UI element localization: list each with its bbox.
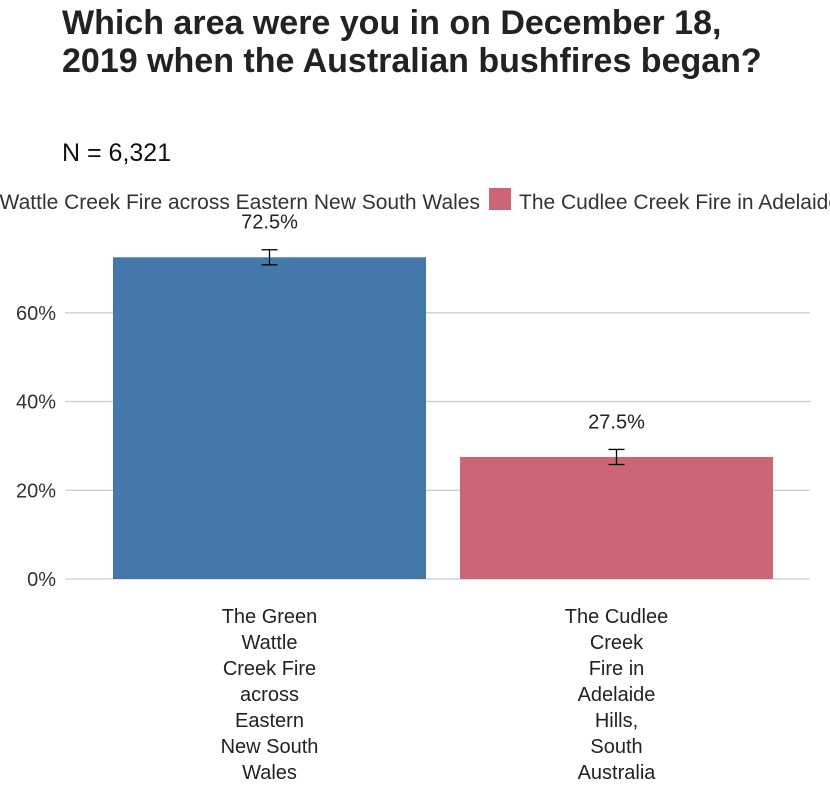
y-tick-label-20: 20%	[16, 480, 56, 502]
bar-2	[460, 456, 773, 579]
y-tick-label-60: 60%	[16, 303, 56, 325]
category-label-1: The Green Wattle Creek Fire across Eastern Ne…	[221, 606, 319, 784]
chart-title: Which area were you in on December 18, 2…	[62, 4, 762, 80]
legend-swatch-2	[489, 188, 511, 210]
category-label-2: The Cudlee Creek Fire in Adelaide Hills, Sout…	[565, 606, 668, 784]
y-tick-label-40: 40%	[16, 392, 56, 414]
chart-subtitle: N = 6,321	[62, 139, 172, 167]
data-label-1: 72.5%	[241, 212, 298, 234]
legend-label-1: The Green Wattle Creek Fire across Easte…	[0, 191, 480, 214]
bar-1	[113, 257, 426, 579]
y-tick-label-0: 0%	[27, 569, 56, 591]
legend-label-2: The Cudlee Creek Fire in Adelaide Hills,…	[519, 191, 830, 214]
data-label-2: 27.5%	[588, 411, 645, 433]
